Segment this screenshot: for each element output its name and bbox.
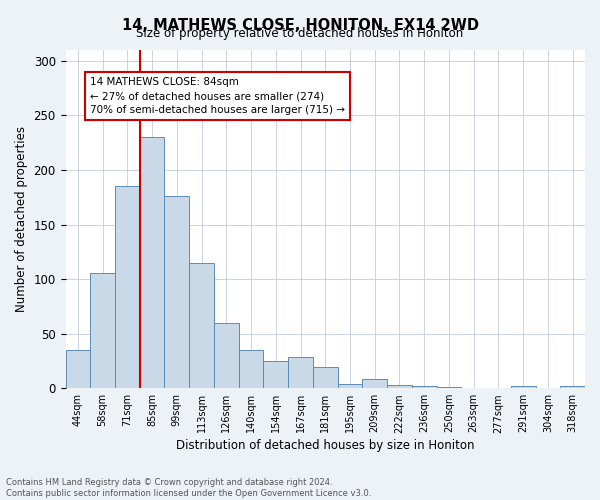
Bar: [115, 186, 140, 388]
Bar: [140, 138, 164, 388]
Text: 14 MATHEWS CLOSE: 84sqm
← 27% of detached houses are smaller (274)
70% of semi-d: 14 MATHEWS CLOSE: 84sqm ← 27% of detache…: [90, 78, 345, 116]
Bar: [338, 384, 362, 388]
Bar: [560, 386, 585, 388]
Bar: [214, 322, 239, 388]
Bar: [239, 350, 263, 388]
Text: Size of property relative to detached houses in Honiton: Size of property relative to detached ho…: [136, 28, 464, 40]
Bar: [362, 380, 387, 388]
Bar: [437, 387, 461, 388]
Bar: [511, 386, 536, 388]
Bar: [263, 361, 288, 388]
Bar: [412, 386, 437, 388]
Y-axis label: Number of detached properties: Number of detached properties: [15, 126, 28, 312]
Bar: [164, 196, 189, 388]
Bar: [387, 385, 412, 388]
Text: 14, MATHEWS CLOSE, HONITON, EX14 2WD: 14, MATHEWS CLOSE, HONITON, EX14 2WD: [121, 18, 479, 32]
Bar: [90, 272, 115, 388]
X-axis label: Distribution of detached houses by size in Honiton: Distribution of detached houses by size …: [176, 440, 475, 452]
Bar: [288, 356, 313, 388]
Bar: [189, 262, 214, 388]
Bar: [65, 350, 90, 388]
Bar: [313, 368, 338, 388]
Text: Contains HM Land Registry data © Crown copyright and database right 2024.
Contai: Contains HM Land Registry data © Crown c…: [6, 478, 371, 498]
